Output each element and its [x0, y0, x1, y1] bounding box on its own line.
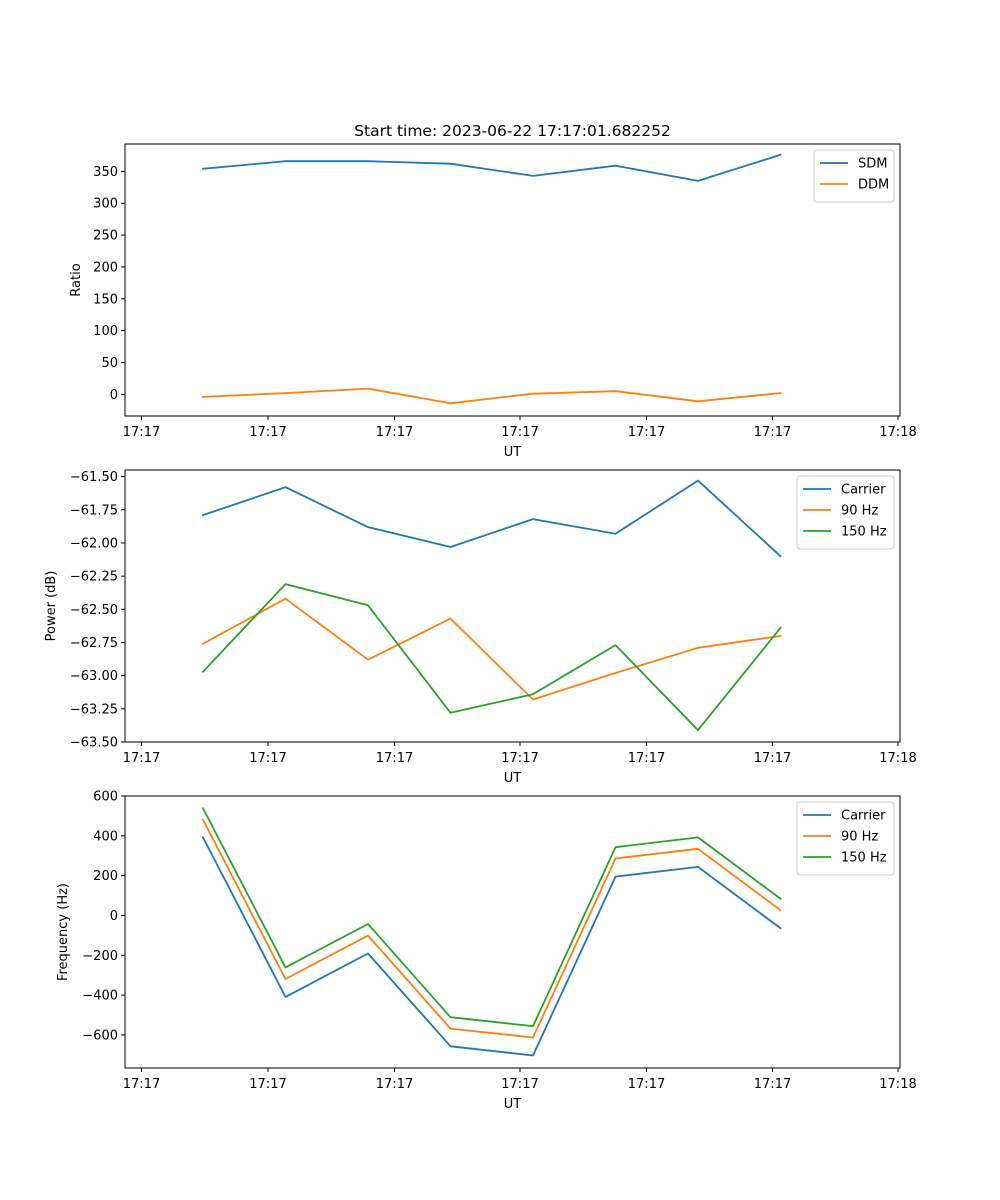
y-tick-label: 0 [110, 388, 118, 403]
x-axis-label: UT [504, 445, 522, 460]
x-tick-label: 17:17 [376, 751, 413, 766]
x-tick-label: 17:17 [123, 425, 160, 440]
y-tick-label: 400 [93, 829, 118, 844]
x-tick-label: 17:17 [754, 425, 791, 440]
y-tick-label: −63.00 [70, 669, 118, 684]
x-axis-label: UT [504, 1097, 522, 1112]
x-tick-label: 17:17 [249, 425, 286, 440]
x-tick-label: 17:17 [501, 425, 538, 440]
y-tick-label: 100 [93, 324, 118, 339]
x-tick-label: 17:17 [376, 425, 413, 440]
axes-frame [124, 469, 901, 743]
series-line-carrier [201, 479, 782, 558]
y-tick-label: 350 [93, 165, 118, 180]
y-tick-label: 600 [93, 790, 118, 805]
y-axis-label: Power (dB) [44, 571, 59, 642]
legend-label-90-hz: 90 Hz [841, 830, 878, 845]
chart-panel-1: 0 50 100 150 200 250 300 350 17:17 17:17 17:17 17:1… [69, 143, 917, 460]
legend: Carrier 90 Hz 150 Hz [796, 475, 895, 550]
y-tick-label: −62.50 [70, 603, 118, 618]
legend-label-sdm: SDM [858, 157, 887, 172]
y-tick-label: −63.25 [70, 702, 118, 717]
x-tick-label: 17:17 [123, 751, 160, 766]
x-tick-label: 17:18 [879, 751, 916, 766]
y-tick-label: −63.50 [70, 736, 118, 751]
series-line-90-hz [201, 818, 782, 1039]
legend-label-90-hz: 90 Hz [841, 504, 878, 519]
legend: Carrier 90 Hz 150 Hz [796, 801, 895, 876]
series-line-150-hz [201, 583, 782, 731]
legend-label-ddm: DDM [858, 178, 889, 193]
y-tick-label: 150 [93, 292, 118, 307]
y-tick-label: −61.75 [70, 503, 118, 518]
legend: SDM DDM [813, 149, 895, 203]
axes-frame [124, 795, 901, 1069]
y-tick-label: 300 [93, 197, 118, 212]
x-axis-label: UT [504, 771, 522, 786]
x-tick-label: 17:18 [879, 425, 916, 440]
y-axis-label: Ratio [69, 263, 84, 296]
series-line-ddm [202, 387, 782, 405]
panels: 0 50 100 150 200 250 300 350 17:17 17:17 17:17 17:1… [44, 143, 917, 1113]
y-tick-label: 200 [93, 869, 118, 884]
x-tick-label: 17:17 [249, 1077, 286, 1092]
chart-panel-3: −600 −400 −200 0 200 400 600 17:17 17:17 17:17 17:… [56, 790, 917, 1113]
x-tick-label: 17:17 [501, 751, 538, 766]
legend-label-150-hz: 150 Hz [841, 525, 887, 540]
y-tick-label: −600 [82, 1028, 118, 1043]
x-tick-label: 17:17 [501, 1077, 538, 1092]
y-tick-label: −62.00 [70, 536, 118, 551]
y-axis-label: Frequency (Hz) [56, 883, 71, 981]
x-tick-label: 17:17 [249, 751, 286, 766]
legend-label-carrier: Carrier [841, 809, 886, 824]
y-tick-label: 200 [93, 260, 118, 275]
y-tick-label: 50 [101, 356, 118, 371]
x-tick-label: 17:17 [628, 425, 665, 440]
legend-label-carrier: Carrier [841, 483, 886, 498]
y-tick-label: −62.75 [70, 636, 118, 651]
x-tick-label: 17:17 [628, 751, 665, 766]
series-line-90-hz [201, 597, 782, 701]
x-tick-label: 17:17 [628, 1077, 665, 1092]
x-tick-label: 17:18 [879, 1077, 916, 1092]
y-tick-label: −61.50 [70, 470, 118, 485]
y-tick-label: −200 [82, 949, 118, 964]
figure-title: Start time: 2023-06-22 17:17:01.682252 [354, 122, 671, 140]
y-tick-label: −62.25 [70, 570, 118, 585]
series-line-sdm [202, 153, 782, 182]
x-tick-label: 17:17 [376, 1077, 413, 1092]
series-line-carrier [201, 836, 782, 1057]
legend-label-150-hz: 150 Hz [841, 851, 887, 866]
chart-panel-2: −63.50 −63.25 −63.00 −62.75 −62.50 −62.25 −62.… [44, 469, 917, 786]
x-tick-label: 17:17 [754, 751, 791, 766]
y-tick-label: 0 [110, 909, 118, 924]
x-tick-label: 17:17 [123, 1077, 160, 1092]
axes-frame [124, 143, 901, 417]
y-tick-label: 250 [93, 229, 118, 244]
y-tick-label: −400 [82, 989, 118, 1004]
x-tick-label: 17:17 [754, 1077, 791, 1092]
series-line-150-hz [201, 807, 782, 1028]
